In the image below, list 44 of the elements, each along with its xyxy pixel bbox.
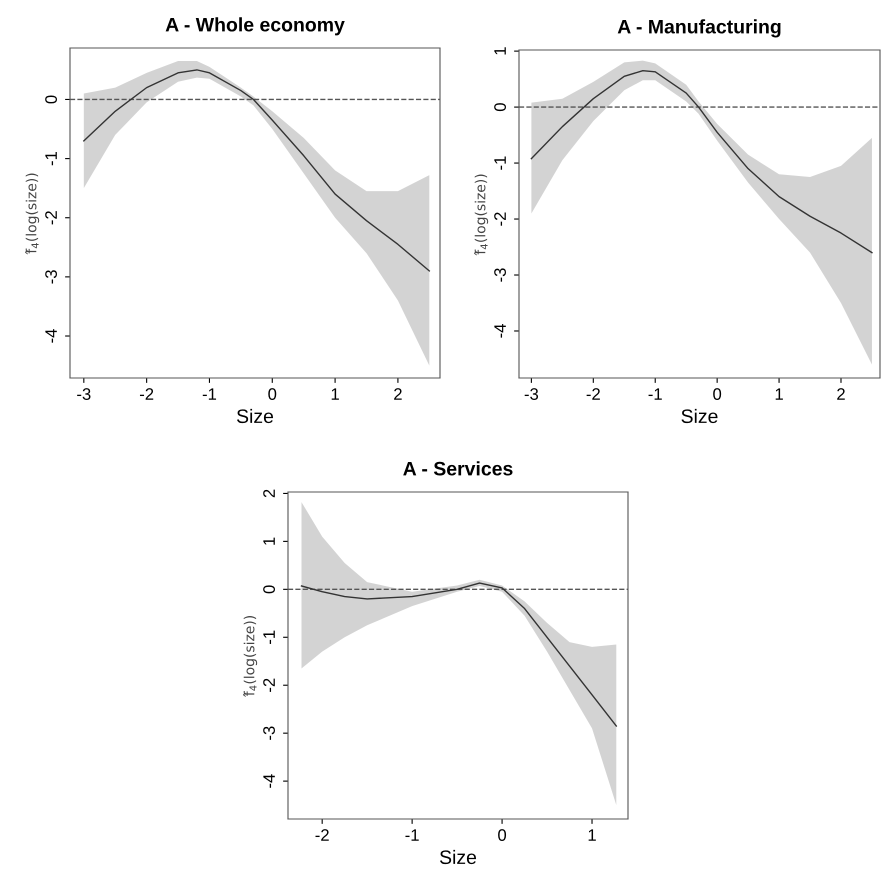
line-series (83, 69, 430, 272)
x-tick-label: -1 (202, 388, 216, 400)
line-series (300, 582, 617, 727)
y-tick-label: 0 (263, 585, 275, 594)
y-tick-label: 2 (263, 490, 275, 498)
y-tick-label: -4 (263, 774, 275, 788)
x-tick-label: 0 (713, 388, 722, 400)
y-tick-label: 1 (263, 538, 275, 545)
x-tick-label: -2 (140, 388, 154, 400)
x-tick-label: -3 (77, 388, 90, 400)
x-axis-title: Size (440, 850, 476, 864)
y-tick-label: -1 (45, 152, 57, 166)
chart-title: A - Services (403, 461, 513, 476)
y-tick-label: -3 (45, 270, 57, 284)
y-tick-label: -2 (494, 212, 506, 226)
x-tick-label: 1 (588, 829, 596, 841)
y-tick-label: 0 (494, 103, 506, 112)
y-axis-title: f̂$_{4}$(log(size)) (243, 616, 258, 697)
y-tick-label: -2 (45, 211, 57, 224)
y-tick-label: -2 (263, 678, 275, 692)
x-tick-label: 2 (394, 388, 402, 400)
x-axis-title: Size (681, 408, 718, 424)
x-tick-label: -3 (524, 388, 538, 400)
x-tick-label: -1 (648, 388, 662, 400)
y-axis-title: f̂$_{4}$(log(size)) (25, 174, 40, 254)
y-tick-label: -4 (45, 329, 57, 343)
x-tick-label: -2 (316, 829, 329, 841)
x-axis-title: Size (236, 408, 274, 424)
y-tick-label: -3 (263, 726, 275, 740)
x-tick-label: 1 (332, 388, 339, 400)
x-tick-label: 2 (837, 388, 845, 400)
y-tick-label: -4 (494, 324, 506, 338)
y-tick-label: 0 (45, 95, 57, 104)
y-tick-label: -3 (494, 268, 506, 282)
y-tick-label: 1 (494, 47, 506, 54)
x-tick-label: -2 (586, 388, 600, 400)
y-tick-label: -1 (494, 156, 506, 170)
y-axis-title: f̂$_{4}$(log(size)) (474, 174, 488, 256)
line-series (530, 70, 873, 254)
y-tick-label: -1 (263, 630, 275, 644)
chart-title: A - Manufacturing (618, 19, 780, 38)
chart-title: A - Whole economy (166, 17, 345, 36)
x-tick-label: 1 (776, 388, 783, 400)
x-tick-label: -1 (405, 829, 419, 841)
